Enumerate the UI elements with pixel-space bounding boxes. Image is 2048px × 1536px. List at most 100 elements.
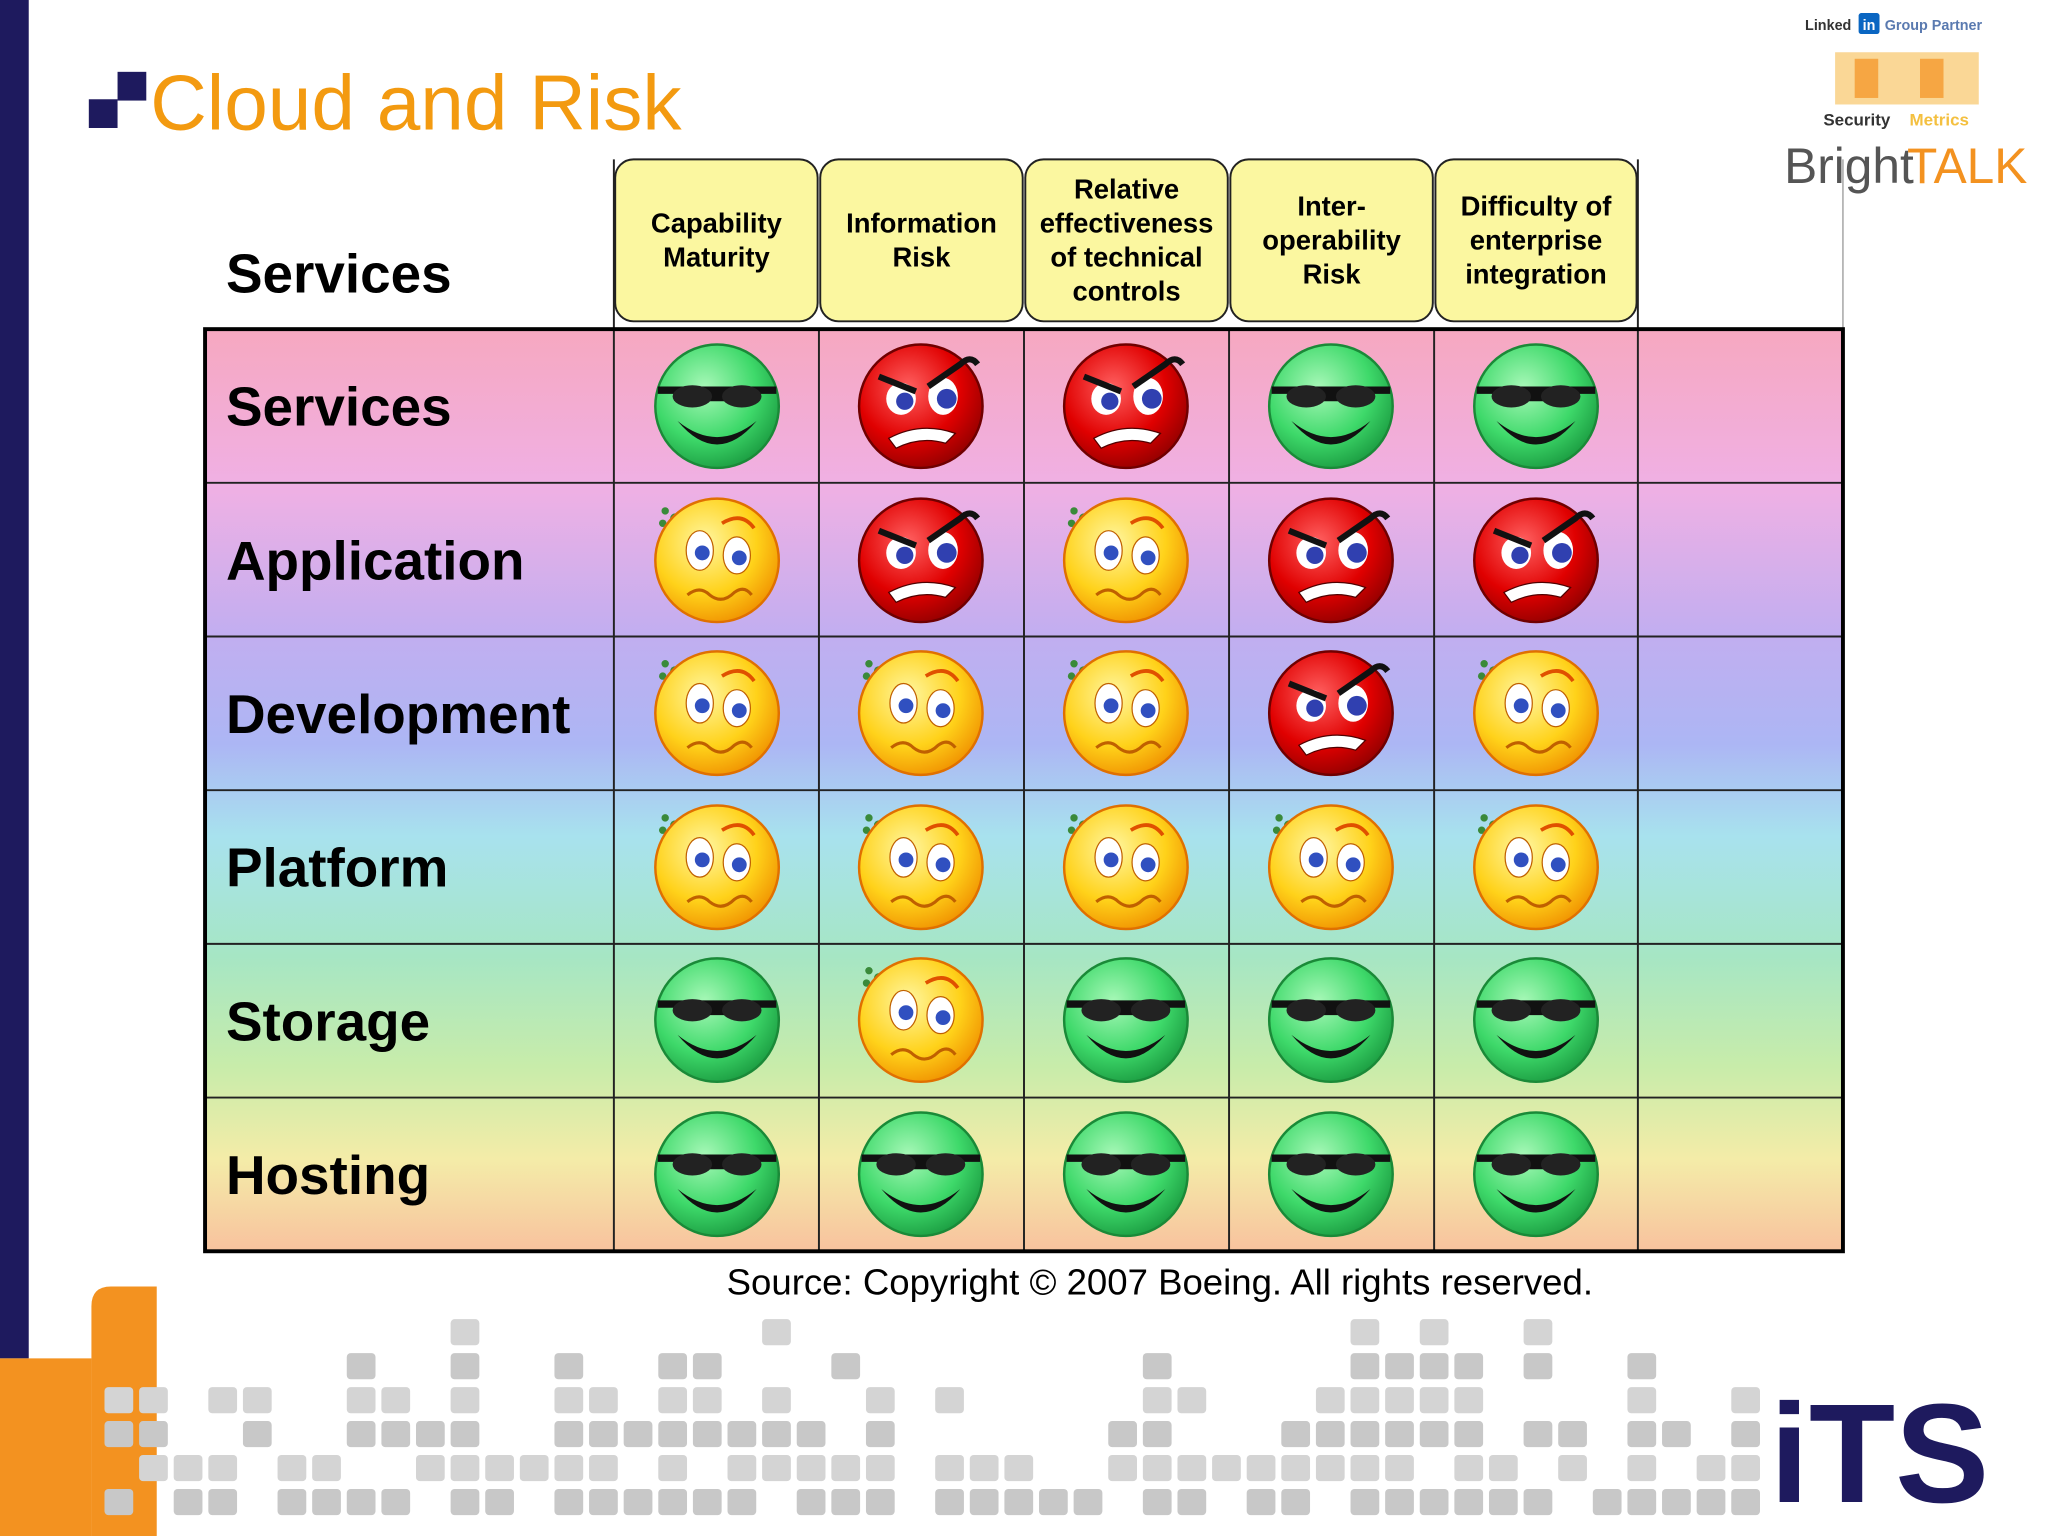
logo-text: in (1863, 18, 1876, 34)
column-header: Risk (1303, 258, 1362, 289)
face-good (1267, 957, 1394, 1084)
pixel-block (1142, 1488, 1172, 1516)
pixel-block (762, 1319, 791, 1346)
pixel-block (762, 1387, 791, 1414)
pixel-block (1488, 1488, 1518, 1516)
pixel-block (796, 1421, 826, 1448)
pixel-block (381, 1421, 411, 1448)
pixel-block (831, 1455, 861, 1482)
pixel-block (242, 1421, 272, 1448)
face-caution (857, 803, 985, 931)
pixel-block (1731, 1421, 1760, 1448)
pixel-block (1315, 1421, 1345, 1448)
column-header: Information (846, 207, 997, 238)
column-header: enterprise (1470, 224, 1603, 255)
pixel-block (658, 1421, 688, 1448)
face-caution (857, 956, 985, 1084)
pixel-block (865, 1387, 895, 1414)
row-label: Hosting (226, 1144, 430, 1206)
pixel-block (381, 1488, 411, 1516)
face-good (1062, 1111, 1189, 1238)
column-header: Risk (893, 241, 952, 272)
pixel-block (485, 1488, 514, 1516)
logo-text: TALK (1907, 138, 2027, 194)
pixel-block (935, 1488, 964, 1516)
pixel-block (277, 1488, 307, 1516)
pixel-block (1246, 1488, 1276, 1516)
pixel-block (1592, 1488, 1622, 1516)
pixel-block (623, 1421, 653, 1448)
pixel-block (1385, 1387, 1414, 1414)
pixel-block (1488, 1455, 1518, 1482)
pixel-block (1523, 1319, 1553, 1346)
column-header: Maturity (663, 241, 770, 272)
pixel-block (1558, 1421, 1587, 1448)
pixel-block (727, 1421, 757, 1448)
column-header-cell (1434, 158, 1638, 323)
pixel-block (554, 1387, 584, 1414)
pixel-block (1731, 1455, 1760, 1482)
pixel-block (1108, 1455, 1137, 1482)
title: Cloud and Risk (150, 58, 682, 146)
pixel-block (692, 1421, 722, 1448)
pixel-block (831, 1353, 861, 1380)
pixel-block (450, 1319, 480, 1346)
pixel-block (173, 1488, 203, 1516)
corner-accent (0, 1358, 92, 1536)
pixel-block (727, 1488, 757, 1516)
column-header-cell (819, 158, 1024, 323)
pixel-block (312, 1455, 341, 1482)
pixel-decoration (104, 1319, 1760, 1516)
face-good (1267, 1111, 1394, 1238)
pixel-block (1385, 1488, 1414, 1516)
face-good (857, 1111, 984, 1238)
pixel-block (865, 1455, 895, 1482)
pixel-block (658, 1387, 688, 1414)
pixel-block (1350, 1387, 1380, 1414)
title-icon (88, 99, 118, 128)
column-header: controls (1072, 275, 1180, 306)
table-border (203, 327, 1845, 1254)
pixel-block (1627, 1421, 1657, 1448)
column-header: Inter- (1297, 191, 1366, 222)
pixel-block (1350, 1319, 1380, 1346)
face-caution (653, 496, 781, 624)
pixel-block (1385, 1455, 1414, 1482)
pixel-block (1177, 1455, 1207, 1482)
column-header: of technical (1050, 241, 1202, 272)
face-caution (653, 803, 781, 931)
pixel-block (519, 1455, 549, 1482)
face-bad (1064, 344, 1187, 467)
pixel-block (1731, 1488, 1760, 1516)
face-good (1062, 957, 1189, 1084)
pixel-block (865, 1421, 895, 1448)
face-caution (653, 649, 781, 777)
pixel-block (139, 1421, 168, 1448)
face-caution (1062, 496, 1190, 624)
pixel-block (104, 1421, 134, 1448)
pixel-block (277, 1455, 307, 1482)
face-bad (859, 344, 982, 467)
column-header: integration (1465, 258, 1607, 289)
column-header-cell (1024, 158, 1229, 323)
pixel-block (1004, 1455, 1034, 1482)
pixel-block (658, 1353, 688, 1380)
pixel-block (658, 1488, 688, 1516)
pixel-block (1315, 1387, 1345, 1414)
face-caution (1472, 803, 1600, 931)
pixel-block (1350, 1353, 1380, 1380)
face-good (1473, 343, 1599, 470)
face-caution (1062, 803, 1190, 931)
face-caution (857, 649, 985, 777)
logo-text: Bright (1784, 138, 1914, 194)
pixel-block (1039, 1488, 1068, 1516)
column-header: Capability (651, 207, 783, 238)
pixel-block (554, 1488, 584, 1516)
row-label: Platform (226, 837, 448, 899)
pixel-block (1419, 1319, 1449, 1346)
pixel-block (727, 1455, 757, 1482)
pixel-block (1212, 1455, 1241, 1482)
pixel-block (1142, 1387, 1172, 1414)
pixel-block (1315, 1455, 1345, 1482)
face-good (654, 957, 781, 1084)
